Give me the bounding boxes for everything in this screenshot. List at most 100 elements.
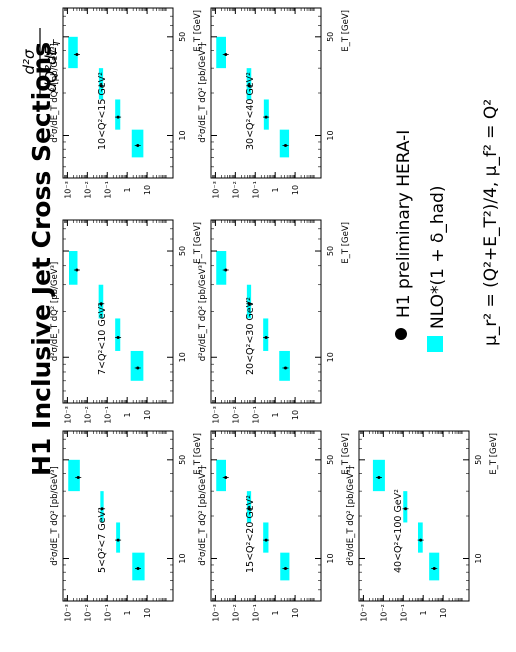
ytick-label: 10 xyxy=(291,410,300,420)
y-axis-title: d²σ/dE_T dQ² [pb/GeV³] xyxy=(346,466,356,566)
nlo-band xyxy=(100,491,104,523)
panel-label: 30<Q²<40 GeV² xyxy=(245,72,256,150)
xtick-label: 10 xyxy=(326,553,335,563)
data-point xyxy=(224,52,228,56)
y-axis-title: d²σ/dE_T dQ² [pb/GeV³] xyxy=(198,466,208,566)
ytick-label: 10⁻³ xyxy=(63,406,72,424)
data-point xyxy=(116,335,120,339)
ytick-label: 10⁻¹ xyxy=(251,181,260,199)
ytick-label: 10⁻¹ xyxy=(251,406,260,424)
panel-3: 10⁻³ 10⁻² 10⁻¹ 1 10 10 50 10<Q²<15 GeV² d²σ/dE_T… xyxy=(50,7,203,199)
panel-label: 40<Q²<100 GeV² xyxy=(393,489,404,573)
panel-label: 20<Q²<30 GeV² xyxy=(245,297,256,375)
ytick-label: 10⁻² xyxy=(83,181,92,199)
legend: H1 preliminary HERA-I xyxy=(394,130,414,340)
ytick-label: 10⁻² xyxy=(379,604,388,622)
y-axis-title: d²σ/dE_T dQ² [pb/GeV³] xyxy=(198,43,208,143)
data-point xyxy=(136,566,140,570)
ytick-label: 10⁻¹ xyxy=(399,604,408,622)
ytick-label: 1 xyxy=(123,187,132,192)
ytick-label: 10⁻³ xyxy=(211,406,220,424)
legend-data-label: H1 preliminary HERA-I xyxy=(394,130,414,318)
nlo-band xyxy=(115,99,121,130)
legend-data-marker xyxy=(395,328,407,340)
x-axis-title: E_T [GeV] xyxy=(341,10,351,52)
nlo-band xyxy=(98,284,104,319)
panel-4: 10⁻³ 10⁻² 10⁻¹ 1 10 10 50 15<Q²<20 GeV² d²σ/dE_T… xyxy=(198,430,351,622)
data-point xyxy=(75,52,79,56)
ytick-label: 1 xyxy=(271,187,280,192)
x-axis-title: E_T [GeV] xyxy=(193,10,203,52)
data-point xyxy=(100,507,104,511)
nlo-band xyxy=(116,522,121,553)
data-point xyxy=(136,143,140,147)
data-point xyxy=(264,115,268,119)
nlo-band xyxy=(263,99,269,130)
ytick-label: 10 xyxy=(143,185,152,195)
x-axis-title: E_T [GeV] xyxy=(341,433,351,475)
xtick-label: 10 xyxy=(178,553,187,563)
panel-label: 5<Q²<7 GeV² xyxy=(97,507,108,573)
data-point xyxy=(136,366,140,370)
nlo-band xyxy=(68,459,80,492)
nlo-band xyxy=(216,459,227,492)
panel-frame xyxy=(210,430,322,602)
legend-nlo: NLO*(1 + δ_had) xyxy=(427,186,448,352)
nlo-band xyxy=(263,522,269,553)
x-axis-title: E_T [GeV] xyxy=(489,433,499,475)
ytick-label: 10⁻¹ xyxy=(103,181,112,199)
ytick-label: 10⁻³ xyxy=(211,604,220,622)
nlo-band xyxy=(131,129,144,158)
legend-scales: μ_r² = (Q²+E_T²)/4, μ_f² = Q² xyxy=(481,99,501,346)
data-point xyxy=(116,538,120,542)
nlo-band xyxy=(130,350,144,381)
xtick-label: 50 xyxy=(178,246,187,256)
xtick-label: 50 xyxy=(178,455,187,465)
xtick-label: 50 xyxy=(326,32,335,42)
panels: 10⁻³ 10⁻² 10⁻¹ 1 10 10 50 5<Q²<7 GeV² d²σ/dE_T d… xyxy=(50,7,499,622)
data-point xyxy=(264,538,268,542)
ytick-label: 10⁻² xyxy=(231,181,240,199)
panel-label: 10<Q²<15 GeV² xyxy=(97,72,108,150)
xtick-label: 10 xyxy=(326,130,335,140)
data-point xyxy=(264,335,268,339)
ytick-label: 10⁻³ xyxy=(359,604,368,622)
panel-5: 10⁻³ 10⁻² 10⁻¹ 1 10 10 50 20<Q²<30 GeV² d²σ/dE_T… xyxy=(198,219,351,424)
panel-1: 10⁻³ 10⁻² 10⁻¹ 1 10 10 50 5<Q²<7 GeV² d²σ/dE_T d… xyxy=(50,430,203,622)
xtick-label: 50 xyxy=(474,455,483,465)
formula-numerator: d²σ xyxy=(20,49,38,75)
figure-header: H1 Inclusive Jet Cross Sections xyxy=(27,42,56,476)
ytick-label: 1 xyxy=(271,412,280,417)
panel-6: 10⁻³ 10⁻² 10⁻¹ 1 10 10 50 30<Q²<40 GeV² d²σ/dE_T… xyxy=(198,7,351,199)
ytick-label: 1 xyxy=(271,610,280,615)
ytick-label: 10⁻³ xyxy=(211,181,220,199)
data-point xyxy=(224,268,228,272)
y-axis-title: d²σ/dE_T dQ² [pb/GeV³] xyxy=(50,466,60,566)
xtick-label: 50 xyxy=(326,246,335,256)
panel-2: 10⁻³ 10⁻² 10⁻¹ 1 10 10 50 7<Q²<10 GeV² d²σ/dE_T … xyxy=(50,219,203,424)
data-point xyxy=(419,538,423,542)
nlo-band xyxy=(68,36,78,69)
legend-nlo-label: NLO*(1 + δ_had) xyxy=(428,186,448,329)
y-axis-title: d²σ/dE_T dQ² [pb/GeV³] xyxy=(50,262,60,362)
ytick-label: 10⁻² xyxy=(231,604,240,622)
xtick-label: 10 xyxy=(474,553,483,563)
nlo-band xyxy=(246,491,252,523)
xtick-label: 10 xyxy=(178,352,187,362)
data-point xyxy=(224,475,228,479)
panel-frame xyxy=(210,7,322,179)
nlo-band xyxy=(246,284,252,319)
data-point xyxy=(116,115,120,119)
ytick-label: 10⁻³ xyxy=(63,604,72,622)
nlo-band xyxy=(115,318,121,351)
nlo-band xyxy=(417,522,423,553)
y-axis-title: d²σ/dE_T dQ² [pb/GeV³] xyxy=(198,262,208,362)
ytick-label: 1 xyxy=(419,610,428,615)
panel-label: 15<Q²<20 GeV² xyxy=(245,495,256,573)
ytick-label: 10 xyxy=(143,410,152,420)
nlo-band xyxy=(279,350,290,381)
data-point xyxy=(432,566,436,570)
nlo-band xyxy=(216,36,227,69)
